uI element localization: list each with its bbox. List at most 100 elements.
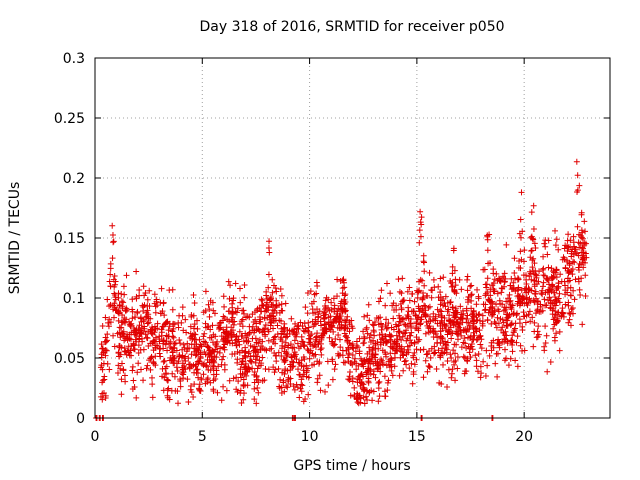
- data-point-marker: [433, 366, 440, 373]
- data-point-marker: [417, 233, 424, 240]
- data-point-marker: [552, 242, 559, 249]
- data-point-marker: [448, 370, 455, 377]
- data-point-marker: [539, 307, 546, 314]
- data-point-marker: [452, 282, 459, 289]
- data-point-marker: [255, 326, 262, 333]
- data-point-marker: [220, 313, 227, 320]
- data-point-marker: [262, 322, 269, 329]
- data-point-marker: [293, 356, 300, 363]
- data-point-marker: [568, 306, 575, 313]
- data-point-marker: [209, 322, 216, 329]
- data-point-marker: [332, 361, 339, 368]
- data-point-marker: [229, 351, 236, 358]
- data-point-marker: [259, 354, 266, 361]
- data-point-marker: [466, 322, 473, 329]
- data-point-marker: [578, 275, 585, 282]
- data-point-marker: [479, 312, 486, 319]
- data-point-marker: [462, 368, 469, 375]
- data-point-marker: [351, 392, 358, 399]
- data-point-marker: [317, 346, 324, 353]
- data-point-marker: [131, 314, 138, 321]
- data-point-marker: [576, 182, 583, 189]
- data-point-marker: [470, 329, 477, 336]
- data-point-marker: [480, 301, 487, 308]
- data-point-marker: [229, 331, 236, 338]
- data-point-marker: [99, 345, 106, 352]
- data-point-marker: [226, 308, 233, 315]
- data-point-marker: [309, 362, 316, 369]
- data-point-marker: [294, 325, 301, 332]
- data-point-marker: [582, 293, 589, 300]
- data-point-marker: [445, 366, 452, 373]
- data-point-marker: [531, 328, 538, 335]
- data-point-marker: [410, 352, 417, 359]
- data-point-marker: [553, 266, 560, 273]
- data-point-marker: [169, 306, 176, 313]
- data-point-marker: [364, 330, 371, 337]
- data-point-marker: [206, 334, 213, 341]
- data-point-marker: [247, 342, 254, 349]
- data-point-marker: [244, 313, 251, 320]
- data-point-marker: [299, 382, 306, 389]
- data-point-marker: [196, 381, 203, 388]
- data-point-marker: [232, 280, 239, 287]
- data-point-marker: [164, 394, 171, 401]
- data-point-marker: [197, 353, 204, 360]
- data-point-marker: [399, 348, 406, 355]
- data-point-marker: [313, 290, 320, 297]
- data-point-marker: [411, 361, 418, 368]
- data-point-marker: [562, 282, 569, 289]
- data-point-marker: [424, 292, 431, 299]
- data-point-marker: [420, 346, 427, 353]
- data-point-marker: [531, 283, 538, 290]
- data-point-marker: [278, 345, 285, 352]
- data-point-marker: [268, 345, 275, 352]
- data-point-marker: [191, 369, 198, 376]
- data-point-marker: [499, 324, 506, 331]
- data-point-marker: [403, 350, 410, 357]
- data-point-marker: [234, 389, 241, 396]
- data-point-marker: [254, 325, 261, 332]
- data-point-marker: [269, 276, 276, 283]
- data-point-marker: [536, 268, 543, 275]
- data-point-marker: [409, 380, 416, 387]
- data-point-marker: [233, 374, 240, 381]
- data-point-marker: [535, 323, 542, 330]
- data-point-marker: [149, 340, 156, 347]
- data-point-marker: [147, 315, 154, 322]
- data-point-marker: [336, 336, 343, 343]
- data-point-marker: [302, 304, 309, 311]
- data-point-marker: [148, 354, 155, 361]
- data-point-marker: [322, 388, 329, 395]
- data-point-marker: [357, 382, 364, 389]
- data-point-marker: [345, 376, 352, 383]
- data-point-marker: [118, 376, 125, 383]
- data-point-marker: [330, 295, 337, 302]
- data-point-marker: [259, 297, 266, 304]
- data-point-marker: [449, 263, 456, 270]
- data-point-marker: [235, 378, 242, 385]
- data-point-marker: [526, 286, 533, 293]
- data-point-marker: [256, 357, 263, 364]
- data-point-marker: [164, 318, 171, 325]
- data-point-marker: [150, 359, 157, 366]
- data-point-marker: [325, 304, 332, 311]
- y-axis-title: SRMTID / TECUs: [7, 182, 23, 295]
- data-point-marker: [579, 321, 586, 328]
- data-point-marker: [375, 385, 382, 392]
- data-point-marker: [437, 289, 444, 296]
- data-point-marker: [330, 342, 337, 349]
- data-point-marker: [431, 350, 438, 357]
- data-point-marker: [110, 332, 117, 339]
- data-point-marker: [149, 331, 156, 338]
- data-point-marker: [569, 266, 576, 273]
- data-point-marker: [567, 292, 574, 299]
- data-point-marker: [528, 247, 535, 254]
- data-point-marker: [141, 292, 148, 299]
- data-point-marker: [361, 313, 368, 320]
- data-point-marker: [304, 346, 311, 353]
- data-point-marker: [111, 343, 118, 350]
- data-point-marker: [471, 332, 478, 339]
- data-point-marker: [249, 323, 256, 330]
- data-point-marker: [432, 317, 439, 324]
